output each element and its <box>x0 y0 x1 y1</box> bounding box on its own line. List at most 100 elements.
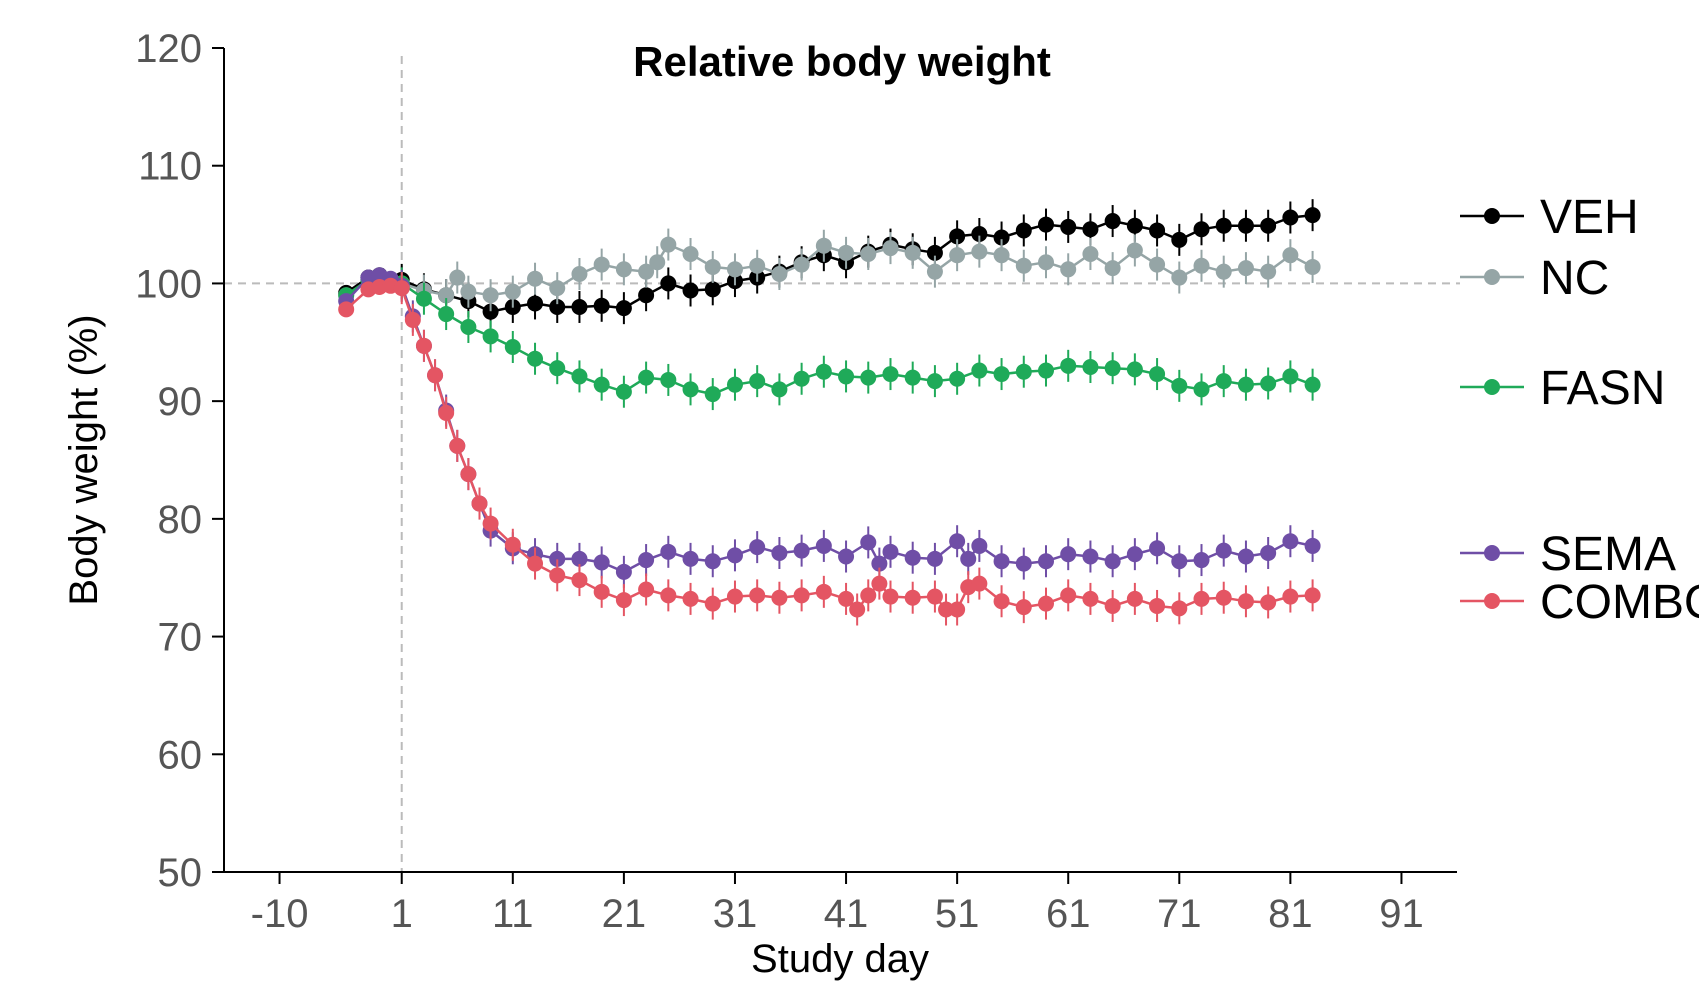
y-tick-label: 50 <box>158 851 203 895</box>
data-point <box>949 370 966 387</box>
data-point <box>1193 590 1210 607</box>
data-point <box>1126 361 1143 378</box>
data-point <box>904 244 921 261</box>
data-point <box>1304 207 1321 224</box>
y-axis-title: Body weight (%) <box>62 314 106 605</box>
data-point <box>1038 216 1054 233</box>
legend-marker <box>1484 269 1500 285</box>
legend-marker <box>1484 593 1500 609</box>
data-point <box>926 263 943 280</box>
data-point <box>771 544 788 561</box>
data-point <box>1104 213 1121 230</box>
data-point <box>1149 540 1166 557</box>
data-point <box>1237 593 1254 610</box>
data-point <box>771 381 788 398</box>
data-point <box>1015 555 1032 572</box>
legend-label: COMBO <box>1540 576 1699 629</box>
data-point <box>571 368 588 385</box>
data-point <box>1171 600 1188 617</box>
data-point <box>771 589 788 606</box>
legend-item-fasn: FASN <box>1460 362 1665 415</box>
plot-area <box>338 199 1321 626</box>
data-point <box>1104 260 1121 277</box>
data-point <box>1193 552 1210 569</box>
data-point <box>1149 256 1166 273</box>
data-point <box>482 328 499 345</box>
data-point <box>793 587 810 604</box>
series-nc <box>338 228 1321 312</box>
legend-label: NC <box>1540 252 1609 305</box>
data-point <box>871 555 888 572</box>
data-point <box>1282 368 1299 385</box>
data-point <box>1260 594 1277 611</box>
data-point <box>615 300 632 317</box>
series-combo <box>338 272 1321 626</box>
data-point <box>1104 553 1121 570</box>
data-point <box>571 266 588 283</box>
data-point <box>815 537 832 554</box>
data-point <box>815 583 832 600</box>
data-point <box>971 537 988 554</box>
data-point <box>1260 544 1277 561</box>
data-point <box>993 366 1010 383</box>
data-point <box>838 368 855 385</box>
data-point <box>682 550 699 567</box>
data-point <box>460 466 477 483</box>
data-point <box>1015 257 1032 274</box>
data-point <box>638 581 655 598</box>
data-point <box>1193 221 1210 238</box>
data-point <box>971 225 988 242</box>
data-point <box>1038 553 1054 570</box>
legend: VEH NC FASN SEMACOMBO <box>1460 191 1699 629</box>
x-tick-label: 31 <box>713 892 758 936</box>
data-point <box>615 261 632 278</box>
data-point <box>482 303 499 320</box>
data-point <box>593 583 610 600</box>
data-point <box>1082 359 1099 376</box>
legend-label: VEH <box>1540 191 1639 244</box>
legend-label: SEMA <box>1540 528 1676 581</box>
data-point <box>882 543 899 560</box>
data-point <box>1215 589 1232 606</box>
y-tick-label: 120 <box>135 27 202 71</box>
data-point <box>949 228 966 245</box>
data-point <box>638 369 655 386</box>
reference-lines <box>224 56 1460 872</box>
data-point <box>971 575 988 592</box>
data-point <box>849 601 866 618</box>
data-point <box>660 543 677 560</box>
series-veh <box>338 199 1321 328</box>
data-point <box>793 542 810 559</box>
legend-item-combo: COMBO <box>1460 576 1699 629</box>
data-point <box>1038 595 1054 612</box>
data-point <box>527 295 544 312</box>
data-point <box>571 550 588 567</box>
data-point <box>938 601 955 618</box>
data-point <box>1282 209 1299 226</box>
data-point <box>393 280 410 297</box>
data-point <box>1171 269 1188 286</box>
data-point <box>1082 548 1099 565</box>
data-point <box>838 244 855 261</box>
data-point <box>726 588 743 605</box>
data-point <box>660 275 677 292</box>
data-point <box>749 539 766 556</box>
data-point <box>682 282 699 299</box>
data-point <box>615 563 632 580</box>
x-axis: -10 1 11 21 31 41 51 61 71 81 91 <box>224 871 1457 936</box>
data-point <box>1060 357 1077 374</box>
data-point <box>549 550 566 567</box>
data-point <box>449 437 466 454</box>
y-tick-label: 70 <box>158 616 203 660</box>
data-point <box>1237 548 1254 565</box>
data-point <box>860 587 877 604</box>
data-point <box>504 338 521 355</box>
data-point <box>1015 363 1032 380</box>
data-point <box>504 536 521 553</box>
data-point <box>1060 546 1077 563</box>
data-point <box>1038 362 1054 379</box>
data-point <box>1149 366 1166 383</box>
data-point <box>704 258 721 275</box>
data-point <box>1193 381 1210 398</box>
